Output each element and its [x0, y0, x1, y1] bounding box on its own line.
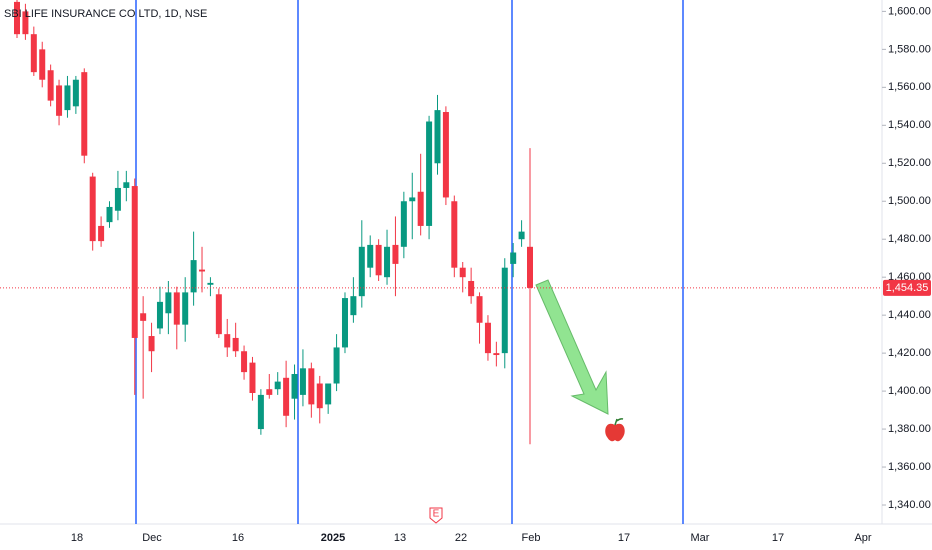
candle-body [350, 296, 357, 316]
candle-body [417, 191, 424, 226]
candle-body [274, 381, 281, 390]
x-tick-label: 17 [618, 532, 630, 544]
candle-body [409, 197, 416, 202]
candle-body [131, 186, 138, 338]
apple-stem [614, 418, 624, 426]
earnings-badge [429, 507, 443, 524]
y-tick-label: 1,380.00 [888, 423, 931, 435]
candle-body [56, 85, 63, 116]
apple-icon [605, 418, 625, 442]
x-tick-label: 16 [232, 532, 244, 544]
x-tick-label: 22 [455, 532, 467, 544]
candle-body [182, 292, 189, 325]
candle-body [341, 298, 348, 348]
x-tick-label: 2025 [321, 532, 345, 544]
earnings-marker[interactable]: E [429, 507, 443, 524]
candle-body [367, 244, 374, 268]
candle-body [384, 246, 391, 278]
y-tick-label: 1,340.00 [888, 499, 931, 511]
candle-body [283, 377, 290, 416]
candle-body [291, 374, 298, 399]
candle-body [14, 1, 20, 35]
candle-body [299, 368, 306, 395]
candle-body [358, 246, 365, 297]
candle-body [493, 353, 500, 356]
candle-body [39, 49, 46, 80]
arrow-drawing [535, 279, 609, 415]
candle-body [400, 201, 407, 247]
candle-body [215, 294, 222, 335]
candle-body [316, 383, 323, 409]
y-tick-label: 1,580.00 [888, 43, 931, 55]
candle-body [434, 110, 441, 164]
candle-body [165, 292, 172, 314]
y-tick-label: 1,520.00 [888, 157, 931, 169]
candle-body [501, 267, 508, 354]
candle-body [518, 231, 525, 240]
y-tick-label: 1,500.00 [888, 195, 931, 207]
candle-body [106, 206, 113, 223]
candle-body [451, 201, 458, 268]
chart-title: SBI LIFE INSURANCE CO LTD, 1D, NSE [4, 8, 207, 20]
candle-body [468, 280, 475, 297]
candle-body [72, 79, 79, 107]
candle-body [190, 260, 197, 293]
candle-body [30, 34, 37, 73]
apple-body [605, 423, 625, 442]
candle-body [241, 351, 248, 373]
y-tick-label: 1,420.00 [888, 347, 931, 359]
candle-body [81, 72, 88, 156]
candle-body [510, 252, 517, 264]
y-tick-label: 1,540.00 [888, 119, 931, 131]
last-price-box [883, 279, 931, 296]
candle-body [224, 334, 231, 348]
candle-body [199, 269, 206, 272]
y-tick-label: 1,440.00 [888, 309, 931, 321]
candle-body [148, 336, 155, 352]
candle-body [98, 225, 105, 242]
candle-body [140, 313, 147, 321]
candles [14, 0, 533, 445]
candle-body [459, 267, 466, 278]
candle-body [173, 292, 180, 325]
x-tick-label: 17 [772, 532, 784, 544]
candle-body [266, 389, 273, 395]
candle-body [308, 368, 315, 405]
last-price-label: 1,454.35 [886, 282, 929, 294]
candle-body [89, 176, 96, 242]
candle-body [207, 282, 214, 285]
candle-body [484, 322, 491, 354]
candle-body [426, 121, 433, 226]
x-tick-label: Mar [691, 532, 710, 544]
x-tick-label: 13 [394, 532, 406, 544]
y-tick-label: 1,600.00 [888, 5, 931, 17]
candle-body [375, 244, 382, 276]
candle-body [22, 11, 29, 35]
candle-body [476, 296, 483, 323]
candle-body [47, 70, 54, 101]
x-tick-label: Dec [142, 532, 162, 544]
candle-body [527, 246, 533, 288]
candle-body [123, 182, 130, 188]
candle-body [325, 383, 332, 405]
candle-body [392, 244, 399, 264]
x-tick-label: Feb [522, 532, 541, 544]
candle-body [249, 362, 256, 393]
earnings-label: E [433, 509, 440, 520]
candle-body [442, 112, 449, 198]
candle-body [232, 337, 239, 352]
y-tick-label: 1,480.00 [888, 233, 931, 245]
candle-body [257, 394, 264, 430]
candle-body [114, 187, 121, 211]
y-tick-label: 1,360.00 [888, 461, 931, 473]
x-tick-label: Apr [854, 532, 871, 544]
y-tick-label: 1,560.00 [888, 81, 931, 93]
x-tick-label: 18 [71, 532, 83, 544]
candle-body [156, 301, 163, 329]
candle-body [333, 347, 340, 384]
candle-body [64, 85, 71, 111]
y-tick-label: 1,400.00 [888, 385, 931, 397]
